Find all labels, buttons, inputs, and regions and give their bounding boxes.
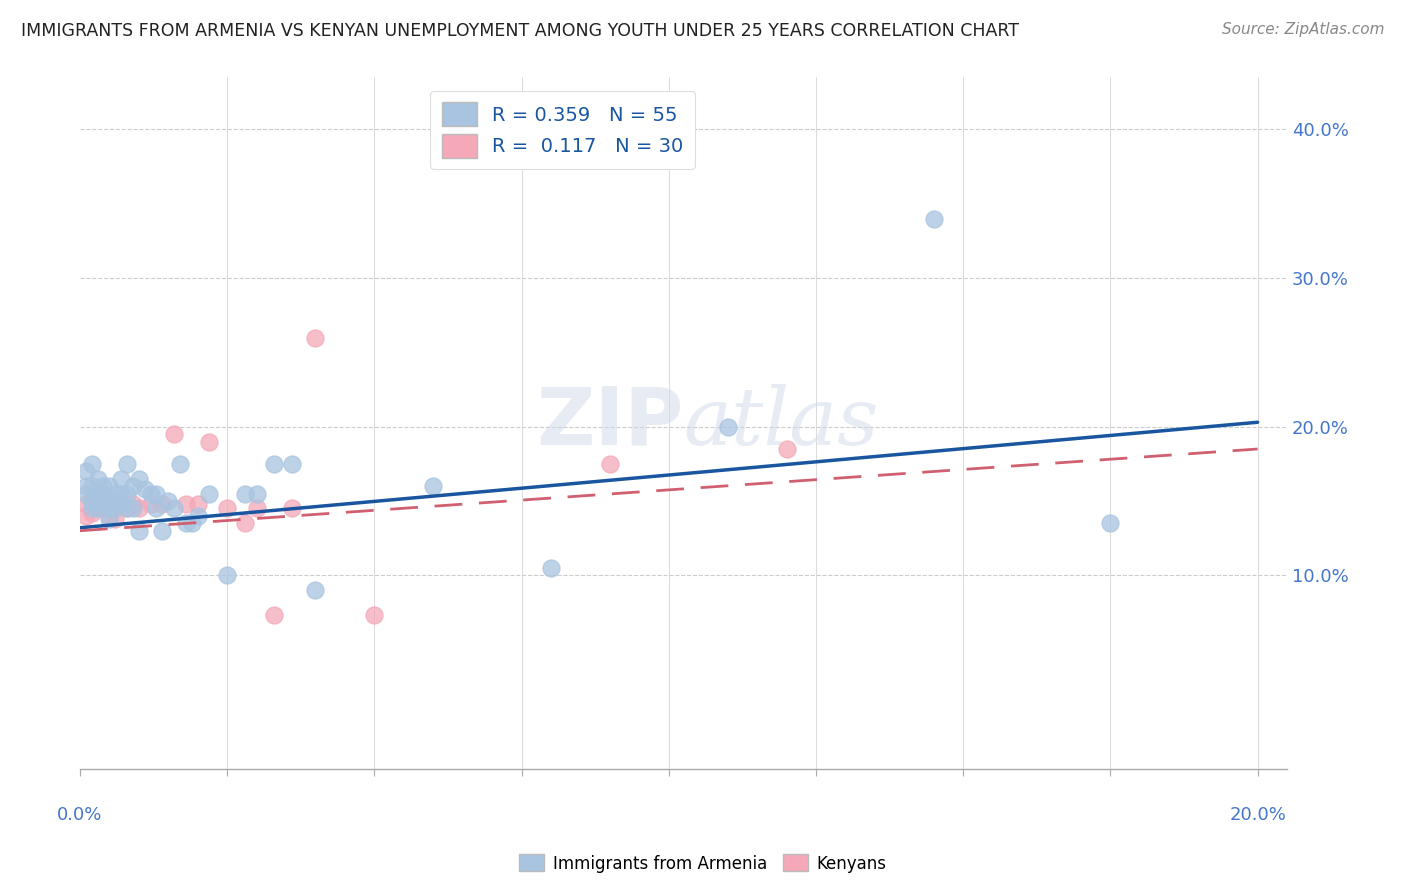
Point bbox=[1099, 516, 1122, 531]
Point bbox=[98, 491, 121, 505]
Point bbox=[86, 472, 108, 486]
Point bbox=[304, 583, 326, 598]
Point bbox=[115, 486, 138, 500]
Point bbox=[180, 516, 202, 531]
Legend: R = 0.359   N = 55, R =  0.117   N = 30: R = 0.359 N = 55, R = 0.117 N = 30 bbox=[430, 91, 696, 169]
Point bbox=[150, 497, 173, 511]
Point bbox=[922, 211, 945, 226]
Point bbox=[104, 512, 127, 526]
Point bbox=[115, 501, 138, 516]
Point bbox=[93, 491, 115, 505]
Point bbox=[163, 427, 186, 442]
Point bbox=[80, 497, 103, 511]
Point bbox=[98, 479, 121, 493]
Point bbox=[98, 512, 121, 526]
Point bbox=[198, 434, 221, 449]
Point bbox=[86, 494, 108, 508]
Point bbox=[139, 486, 162, 500]
Point bbox=[163, 501, 186, 516]
Point bbox=[363, 608, 385, 623]
Point bbox=[304, 330, 326, 344]
Point bbox=[187, 497, 209, 511]
Point bbox=[245, 486, 267, 500]
Point bbox=[422, 479, 444, 493]
Point bbox=[122, 479, 145, 493]
Text: Source: ZipAtlas.com: Source: ZipAtlas.com bbox=[1222, 22, 1385, 37]
Point bbox=[217, 501, 239, 516]
Point bbox=[80, 479, 103, 493]
Point bbox=[86, 497, 108, 511]
Point bbox=[75, 479, 97, 493]
Point bbox=[93, 486, 115, 500]
Point bbox=[86, 486, 108, 500]
Legend: Immigrants from Armenia, Kenyans: Immigrants from Armenia, Kenyans bbox=[513, 847, 893, 880]
Point bbox=[80, 457, 103, 471]
Point bbox=[110, 494, 132, 508]
Point bbox=[75, 497, 97, 511]
Point bbox=[263, 457, 285, 471]
Point bbox=[775, 442, 797, 456]
Text: atlas: atlas bbox=[683, 384, 879, 462]
Point bbox=[145, 501, 167, 516]
Point bbox=[128, 501, 150, 516]
Point bbox=[93, 479, 115, 493]
Point bbox=[245, 501, 267, 516]
Point bbox=[128, 472, 150, 486]
Point bbox=[93, 501, 115, 516]
Point bbox=[75, 508, 97, 523]
Point bbox=[104, 486, 127, 500]
Point bbox=[86, 486, 108, 500]
Point bbox=[217, 568, 239, 582]
Point bbox=[599, 457, 621, 471]
Point bbox=[157, 494, 180, 508]
Point bbox=[86, 486, 108, 500]
Point bbox=[540, 561, 562, 575]
Point bbox=[80, 494, 103, 508]
Point bbox=[98, 501, 121, 516]
Point bbox=[174, 516, 197, 531]
Point bbox=[122, 501, 145, 516]
Point bbox=[86, 501, 108, 516]
Point bbox=[174, 497, 197, 511]
Text: IMMIGRANTS FROM ARMENIA VS KENYAN UNEMPLOYMENT AMONG YOUTH UNDER 25 YEARS CORREL: IMMIGRANTS FROM ARMENIA VS KENYAN UNEMPL… bbox=[21, 22, 1019, 40]
Point bbox=[717, 419, 740, 434]
Point bbox=[122, 497, 145, 511]
Point bbox=[198, 486, 221, 500]
Point bbox=[150, 524, 173, 538]
Point bbox=[98, 497, 121, 511]
Point bbox=[75, 464, 97, 478]
Point bbox=[281, 457, 304, 471]
Point bbox=[187, 508, 209, 523]
Point bbox=[139, 497, 162, 511]
Point bbox=[115, 501, 138, 516]
Point bbox=[104, 501, 127, 516]
Point bbox=[169, 457, 191, 471]
Point bbox=[128, 524, 150, 538]
Point bbox=[281, 501, 304, 516]
Point bbox=[115, 457, 138, 471]
Point bbox=[104, 497, 127, 511]
Point bbox=[233, 486, 256, 500]
Point bbox=[80, 506, 103, 520]
Point bbox=[110, 497, 132, 511]
Point bbox=[110, 486, 132, 500]
Point bbox=[110, 472, 132, 486]
Point bbox=[75, 486, 97, 500]
Point bbox=[233, 516, 256, 531]
Point bbox=[145, 486, 167, 500]
Text: 20.0%: 20.0% bbox=[1229, 805, 1286, 823]
Point bbox=[263, 608, 285, 623]
Point bbox=[93, 497, 115, 511]
Point bbox=[80, 501, 103, 516]
Text: 0.0%: 0.0% bbox=[58, 805, 103, 823]
Text: ZIP: ZIP bbox=[536, 384, 683, 462]
Point bbox=[134, 482, 156, 496]
Point bbox=[98, 508, 121, 523]
